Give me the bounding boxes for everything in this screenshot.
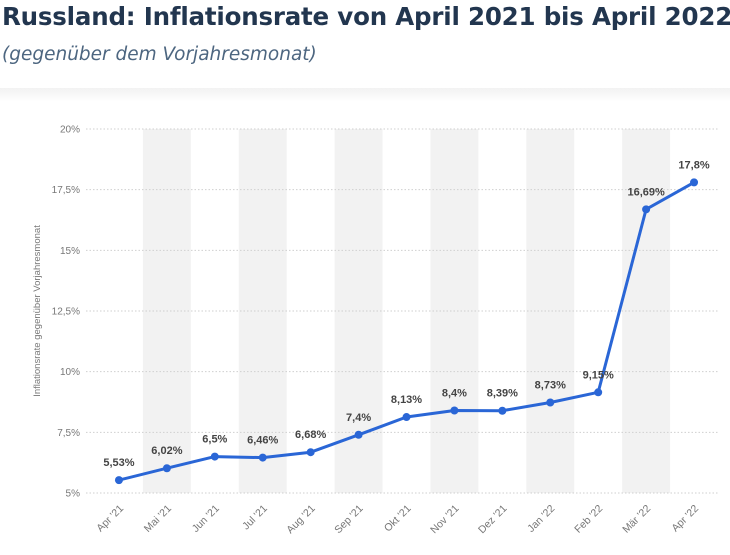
chart-subtitle: (gegenüber dem Vorjahresmonat) xyxy=(2,44,317,65)
line-chart: 5% 7,5% 10% 12,5% 15% 17,5% 20% Inflationsrate… xyxy=(32,125,718,537)
column-band xyxy=(526,129,575,493)
x-axis-ticks: Apr '21 Mai '21 Jun '21 Jul '21 Aug '21 Sep '… xyxy=(94,503,701,537)
data-point xyxy=(594,388,603,397)
data-label: 8,39% xyxy=(487,388,518,400)
data-labels: 5,53% 6,02% 6,5% 6,46% 6,68% 7,4% 8,13% 8,4% 8,3… xyxy=(103,159,709,469)
x-tick-label: Okt '21 xyxy=(382,503,414,535)
y-tick-label: 10% xyxy=(60,367,80,378)
y-tick-label: 5% xyxy=(66,489,81,500)
chart-title: Russland: Inflationsrate von April 2021 … xyxy=(2,2,730,31)
data-label: 8,13% xyxy=(391,394,422,406)
data-point xyxy=(210,452,219,461)
y-tick-label: 7,5% xyxy=(57,428,80,439)
data-label: 8,73% xyxy=(535,379,566,391)
data-label: 6,02% xyxy=(151,445,182,457)
data-point xyxy=(498,406,507,415)
y-tick-label: 15% xyxy=(60,246,80,257)
data-point xyxy=(162,464,171,473)
x-tick-label: Feb '22 xyxy=(572,503,605,536)
y-tick-label: 17,5% xyxy=(52,185,80,196)
y-axis-label: Inflationsrate gegenüber Vorjahresmonat xyxy=(32,225,43,397)
data-label: 7,4% xyxy=(346,412,371,424)
data-point xyxy=(258,453,267,462)
data-label: 6,68% xyxy=(295,429,326,441)
x-tick-label: Mai '21 xyxy=(142,503,174,535)
x-tick-label: Sep '21 xyxy=(332,503,366,537)
x-tick-label: Jul '21 xyxy=(240,503,270,533)
y-axis-ticks: 5% 7,5% 10% 12,5% 15% 17,5% 20% xyxy=(52,125,80,500)
data-point xyxy=(450,406,459,415)
data-label: 17,8% xyxy=(678,159,709,171)
x-tick-label: Dez '21 xyxy=(476,503,510,537)
gridlines xyxy=(86,128,718,494)
x-tick-label: Mär '22 xyxy=(620,503,653,536)
data-point xyxy=(546,398,555,407)
data-label: 9,15% xyxy=(583,369,614,381)
y-tick-label: 20% xyxy=(60,125,80,136)
data-label: 6,5% xyxy=(202,434,227,446)
chart-panel: 5% 7,5% 10% 12,5% 15% 17,5% 20% Inflationsrate… xyxy=(0,88,730,555)
data-label: 6,46% xyxy=(247,435,278,447)
data-label: 16,69% xyxy=(627,186,665,198)
data-point xyxy=(306,448,315,457)
data-point xyxy=(402,413,411,422)
x-tick-label: Apr '21 xyxy=(94,503,126,535)
x-tick-label: Aug '21 xyxy=(284,503,318,537)
y-tick-label: 12,5% xyxy=(52,307,80,318)
x-tick-label: Apr '22 xyxy=(669,503,701,535)
data-label: 5,53% xyxy=(103,457,134,469)
x-tick-label: Jun '21 xyxy=(190,503,222,535)
data-points xyxy=(114,178,699,485)
data-point xyxy=(354,430,363,439)
data-point xyxy=(690,178,699,187)
data-point xyxy=(642,205,651,214)
x-tick-label: Nov '21 xyxy=(428,503,462,537)
data-label: 8,4% xyxy=(442,387,467,399)
data-point xyxy=(114,476,123,485)
x-tick-label: Jan '22 xyxy=(525,503,557,535)
